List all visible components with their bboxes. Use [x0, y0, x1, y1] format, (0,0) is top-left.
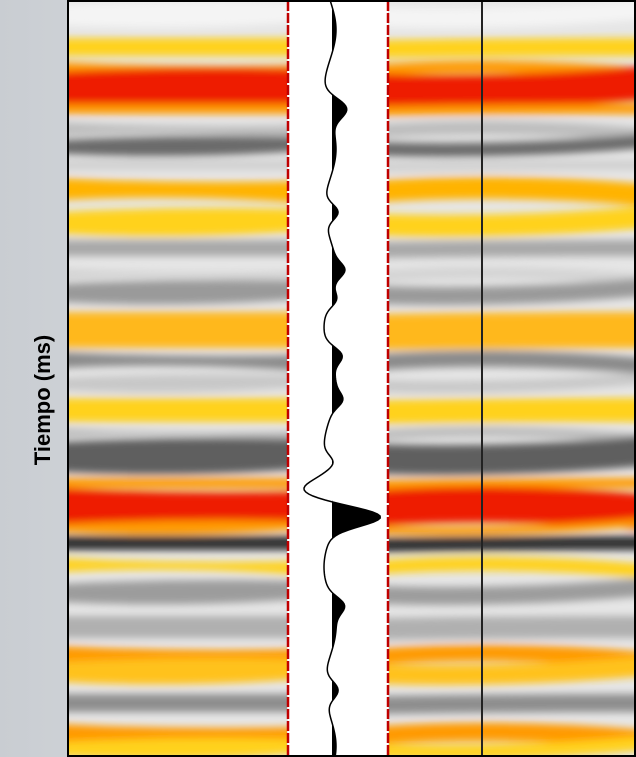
- seismic-left: [69, 2, 287, 755]
- seismic-band: [69, 398, 287, 422]
- seismic-band: [389, 478, 635, 490]
- seismic-band: [69, 136, 287, 157]
- seismic-band: [389, 518, 635, 535]
- seismic-band: [389, 134, 635, 157]
- seismic-band: [389, 556, 635, 578]
- seismic-band: [69, 658, 287, 685]
- seismic-band: [69, 488, 287, 527]
- seismic-band: [69, 2, 287, 28]
- seismic-band: [389, 736, 635, 755]
- seismic-band: [389, 350, 635, 374]
- seismic-band: [69, 240, 287, 256]
- seismic-band: [69, 312, 287, 348]
- trace-strip: [288, 1, 388, 756]
- seismic-band: [389, 176, 635, 206]
- seismic-band: [389, 486, 635, 530]
- seismic-band: [69, 520, 287, 535]
- seismic-band: [389, 240, 635, 258]
- seismic-band: [69, 38, 287, 56]
- seismic-band: [69, 438, 287, 475]
- seismic-band: [389, 38, 635, 58]
- trace-line: [303, 0, 381, 757]
- seismic-band: [69, 580, 287, 605]
- seismic-band: [389, 372, 635, 393]
- axis-label: Tiempo (ms): [30, 335, 55, 465]
- seismic-band: [389, 436, 635, 475]
- seismic-right: [389, 2, 635, 755]
- seismic-band: [389, 66, 635, 109]
- seismic-band: [69, 558, 287, 575]
- seismic-band: [69, 616, 287, 638]
- seismic-band: [389, 722, 635, 748]
- seismic-band: [69, 374, 287, 393]
- synthetic-trace: [303, 0, 381, 757]
- seismic-band: [389, 656, 635, 685]
- seismic-band: [389, 694, 635, 714]
- seismic-band: [69, 280, 287, 305]
- seismic-band: [389, 2, 635, 28]
- seismic-band: [69, 694, 287, 712]
- panel-border: [67, 0, 636, 757]
- seismic-band: [69, 536, 287, 550]
- seismic-band: [389, 616, 635, 640]
- seismic-band: [69, 68, 287, 109]
- seismic-band: [389, 426, 635, 444]
- seismic-band: [389, 312, 635, 350]
- seismic-band: [389, 120, 635, 142]
- seismic-band: [69, 738, 287, 755]
- seismic-band: [389, 578, 635, 605]
- seismic-band: [69, 160, 287, 170]
- seismic-band: [389, 206, 635, 237]
- seismic-band: [389, 104, 635, 116]
- seismic-band: [69, 122, 287, 139]
- seismic-band: [389, 266, 635, 286]
- seismic-band: [69, 268, 287, 283]
- seismic-band: [69, 178, 287, 203]
- seismic-band: [69, 352, 287, 371]
- seismic-band: [389, 278, 635, 305]
- seismic-band: [69, 428, 287, 441]
- seismic-band: [69, 208, 287, 237]
- seismic-band: [389, 536, 635, 552]
- seismic-band: [69, 104, 287, 114]
- seismic-band: [389, 398, 635, 424]
- seismic-band: [69, 478, 287, 488]
- seismic-band: [389, 160, 635, 172]
